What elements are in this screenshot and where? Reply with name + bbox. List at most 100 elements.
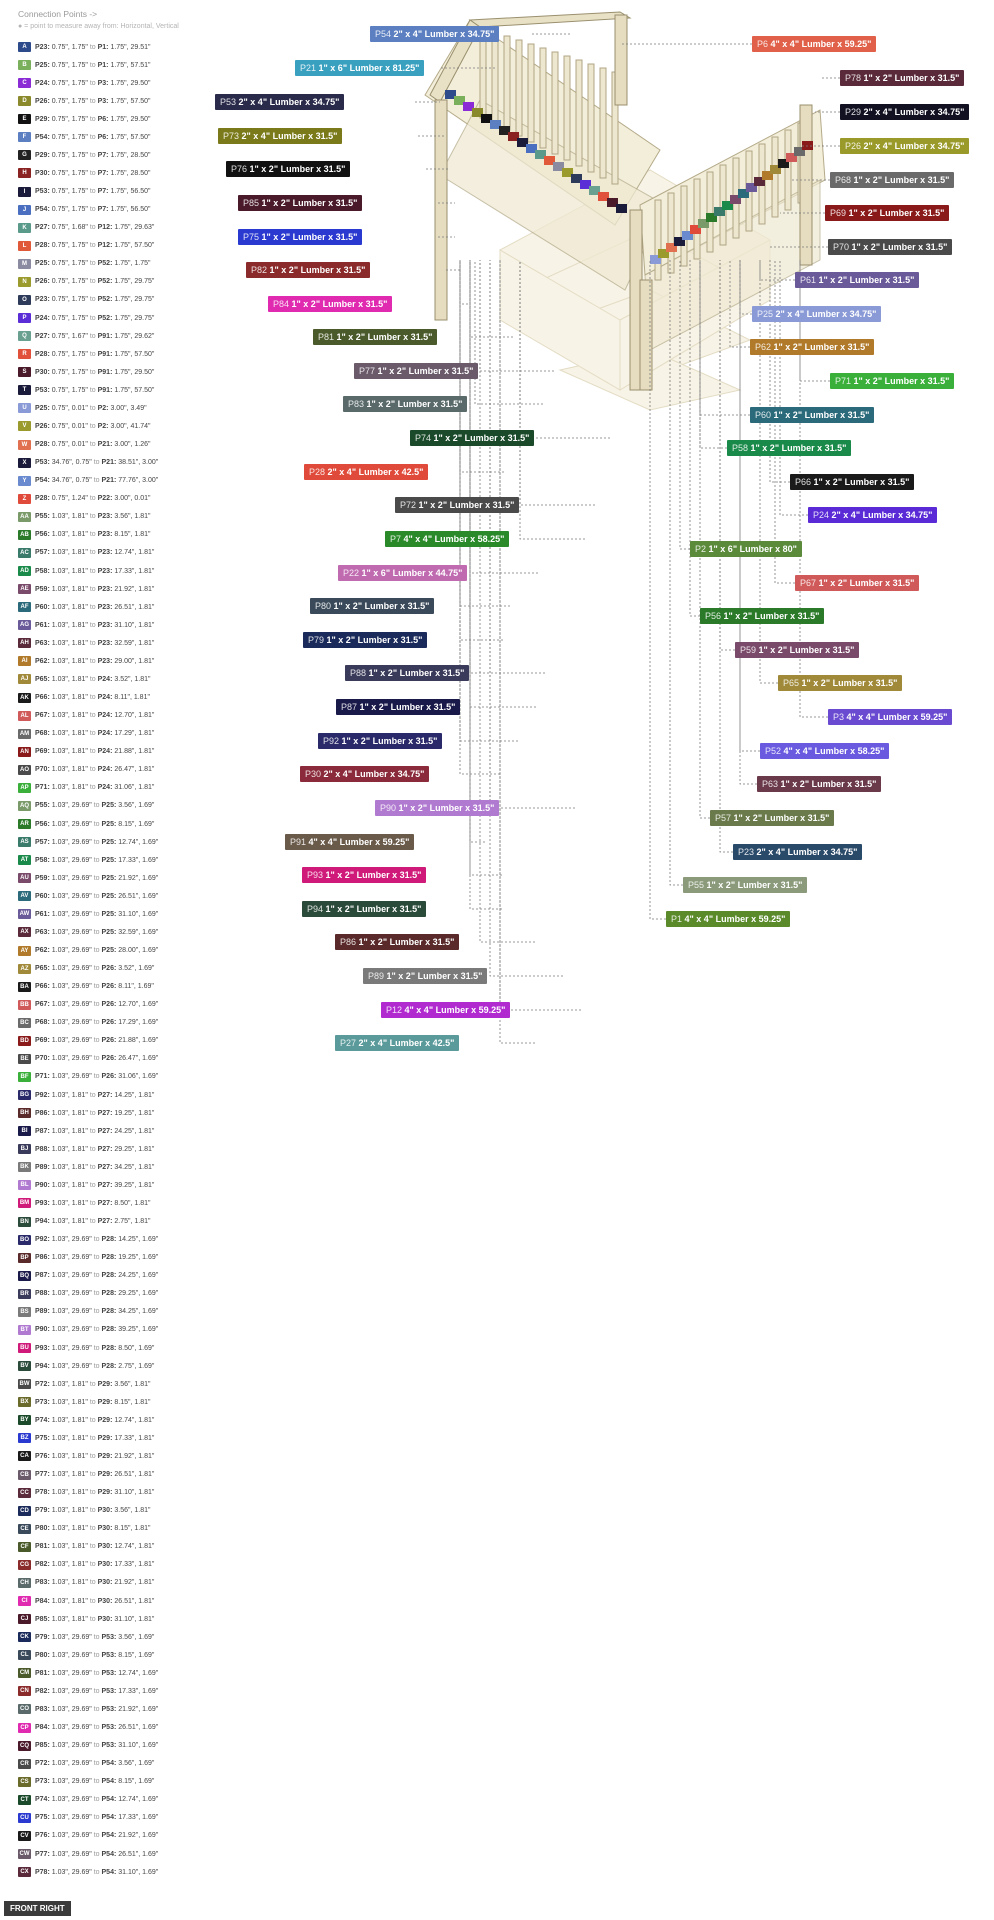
leader-line [759,260,795,281]
connection-point-tag: X [18,457,31,468]
connection-values-b: 8.15", 1.81" [114,531,151,539]
leader-line [699,260,710,819]
part-label: P24 2" x 4" Lumber x 34.75" [808,507,938,523]
connection-part-b: P30: [97,1579,113,1587]
connection-part-b: P12: [97,224,113,232]
connection-values-b: 17.33", 1.81" [114,567,155,575]
part-description: 2" x 4" Lumber x 31.5" [241,131,338,141]
part-description: 4" x 4" Lumber x 58.25" [783,746,885,756]
connection-point-text: P87: 1.03", 29.69" to P28: 24.25", 1.69" [35,1272,158,1279]
connection-point-tag: AL [18,710,31,721]
connection-part-b: P29: [97,1471,113,1479]
connection-part-b: P23: [97,585,113,593]
connection-part-b: P27: [97,1109,113,1117]
drawing-tag [770,165,781,174]
connection-part-b: P25: [101,910,117,918]
connection-values-a: 1.03", 29.69" [51,1326,92,1334]
connection-part-b: P24: [97,712,113,720]
connection-to: to [93,1760,100,1768]
connection-values-a: 1.03", 29.69" [51,1254,92,1262]
part-description: 4" x 4" Lumber x 59.25" [308,837,410,847]
connection-point-tag: O [18,294,31,305]
drawing-tag [650,255,661,264]
part-label: P22 1" x 6" Lumber x 44.75" [338,565,468,581]
part-id: P91 [290,837,307,847]
connection-part-a: P54: [35,206,50,214]
connection-to: to [89,1579,96,1587]
leader-line [669,260,683,886]
connection-part-b: P54: [101,1850,117,1858]
connection-point-text: P24: 0.75", 1.75" to P52: 1.75", 29.75" [35,315,154,322]
connection-part-a: P84: [35,1724,50,1731]
connection-values-a: 1.03", 29.69" [51,1651,92,1659]
connection-part-b: P25: [101,928,117,936]
connection-part-a: P69: [35,748,50,756]
connection-point-text: P77: 1.03", 1.81" to P29: 26.51", 1.81" [35,1471,154,1478]
connection-point-row: CL P80: 1.03", 29.69" to P53: 8.15", 1.69… [18,1648,154,1662]
connection-values-a: 1.03", 29.69" [51,1832,92,1840]
drawing-tag-box [607,198,618,207]
connection-point-tag: CH [18,1577,31,1588]
drawing-tag-box [463,102,474,111]
connection-values-b: 34.25", 1.69" [118,1308,159,1316]
connection-values-a: 1.03", 29.69" [51,1633,92,1641]
connection-values-a: 0.75", 0.01" [51,441,88,449]
connection-point-text: P89: 1.03", 29.69" to P28: 34.25", 1.69" [35,1308,158,1315]
connection-to: to [93,1308,100,1316]
part-id: P77 [359,366,376,376]
connection-to: to [93,1796,100,1804]
connection-values-a: 1.03", 1.81" [51,1163,88,1171]
connection-part-a: P70: [35,1055,50,1063]
connection-point-tag: AW [18,909,31,920]
drawing-tag-box [562,168,573,177]
drawing-tag-box [666,243,677,252]
connection-values-b: 31.10", 1.81" [114,621,155,629]
connection-point-tag: V [18,421,31,432]
connection-point-row: CU P75: 1.03", 29.69" to P54: 17.33", 1.6… [18,1811,158,1825]
leader-line [719,260,735,651]
connection-values-b: 26.51", 1.81" [114,1597,155,1605]
connection-values-a: 34.76", 0.75" [51,459,92,467]
connection-point-tag: BR [18,1288,31,1299]
part-label: P57 1" x 2" Lumber x 31.5" [710,810,835,826]
connection-part-b: P23: [97,549,113,557]
connection-point-row: CP P84: 1.03", 29.69" to P53: 26.51", 1.6… [18,1721,158,1735]
part-label: P12 4" x 4" Lumber x 59.25" [381,1002,511,1018]
baluster [551,51,559,155]
connection-to: to [89,97,96,105]
connection-to: to [89,1597,96,1605]
part-description: 1" x 2" Lumber x 31.5" [780,779,877,789]
connection-values-b: 1.75", 56.50" [110,206,151,214]
connection-values-b: 14.25", 1.81" [114,1091,155,1099]
connection-point-row: BC P68: 1.03", 29.69" to P26: 17.29", 1.6… [18,1016,158,1030]
connection-point-tag: BA [18,981,31,992]
connection-point-row: BL P90: 1.03", 1.81" to P27: 39.25", 1.81… [18,1178,154,1192]
connection-to: to [89,1109,96,1117]
connection-part-b: P23: [97,657,113,665]
connection-part-b: P28: [101,1326,117,1334]
connection-to: to [93,802,100,810]
drawing-tag-box [738,189,749,198]
connection-to: to [89,296,96,304]
connection-part-b: P24: [97,784,113,792]
part-id: P76 [231,164,248,174]
connection-part-b: P52: [97,296,113,304]
part-description: 1" x 2" Lumber x 31.5" [261,232,358,242]
connection-point-text: P90: 1.03", 1.81" to P27: 39.25", 1.81" [35,1182,154,1189]
connection-point-row: AX P63: 1.03", 29.69" to P25: 32.59", 1.6… [18,925,158,939]
connection-point-row: BO P92: 1.03", 29.69" to P28: 14.25", 1.6… [18,1233,158,1247]
connection-part-a: P81: [35,1543,50,1551]
connection-part-a: P23: [35,296,50,304]
connection-to: to [89,1199,96,1207]
drawing-tag-box [658,249,669,258]
connection-point-tag: BO [18,1234,31,1245]
connection-part-b: P28: [101,1272,117,1280]
drawing-tag [730,195,741,204]
connection-point-row: V P26: 0.75", 0.01" to P2: 3.00", 41.74" [18,419,150,433]
leader-line [519,260,595,506]
connection-part-a: P26: [35,422,50,430]
connection-values-b: 38.51", 3.00" [118,459,159,467]
connection-values-b: 8.50", 1.81" [114,1199,151,1207]
part-label: P54 2" x 4" Lumber x 34.75" [370,26,500,42]
connection-values-a: 1.03", 1.81" [51,1380,88,1388]
